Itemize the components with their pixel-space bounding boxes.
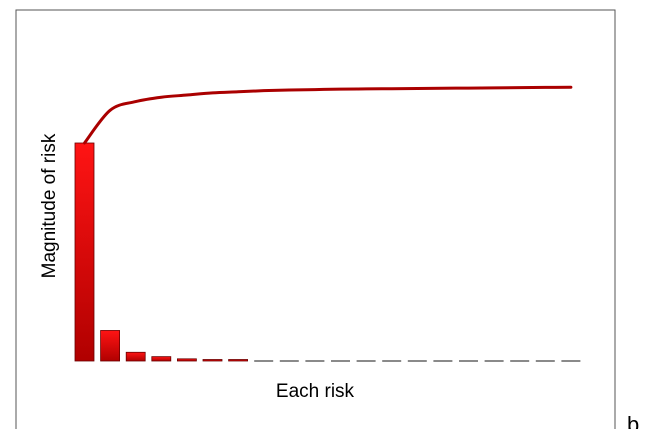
bar-4 (151, 356, 172, 362)
bar-3 (125, 351, 146, 362)
cumulative-risk-line (83, 85, 573, 145)
bar-5 (176, 358, 197, 362)
plot-frame (15, 9, 616, 429)
bar-6 (202, 359, 223, 362)
panel-letter: b (627, 412, 639, 429)
bar-2 (100, 330, 120, 362)
y-axis-label: Magnitude of risk (39, 133, 60, 278)
bar-1 (74, 142, 95, 362)
bar-7 (228, 359, 249, 362)
x-axis-label: Each risk (276, 381, 355, 402)
bars-group (74, 142, 249, 362)
